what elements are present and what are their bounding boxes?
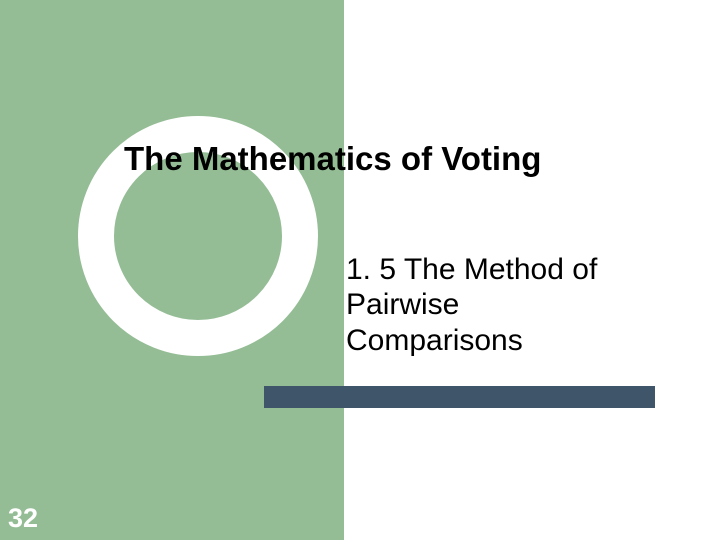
page-number: 32 (8, 503, 38, 534)
slide-subtitle: 1. 5 The Method ofPairwiseComparisons (346, 252, 597, 358)
subtitle-underline-bar (264, 386, 655, 408)
slide-title: The Mathematics of Voting (124, 140, 541, 178)
